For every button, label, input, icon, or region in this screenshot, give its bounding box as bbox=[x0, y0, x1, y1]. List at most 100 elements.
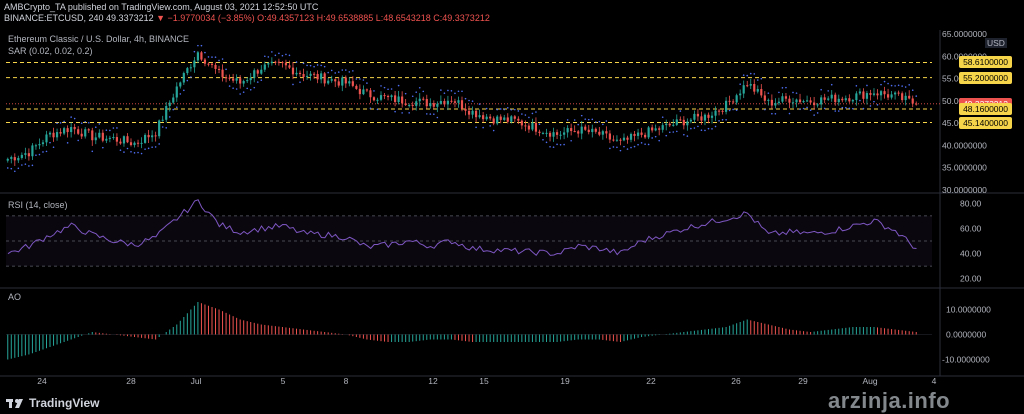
candle-body bbox=[101, 132, 104, 141]
candle-body bbox=[256, 70, 259, 74]
sar-dot bbox=[873, 100, 875, 103]
candle-body bbox=[295, 72, 298, 75]
candle-body bbox=[344, 77, 347, 84]
candle-body bbox=[397, 96, 400, 103]
sar-dot bbox=[161, 126, 164, 128]
candle-body bbox=[224, 77, 228, 79]
candle-body bbox=[189, 67, 192, 69]
candle-body bbox=[401, 96, 404, 104]
candle-body bbox=[725, 100, 728, 112]
sar-dot bbox=[362, 79, 365, 81]
x-tick-label: 15 bbox=[479, 376, 489, 386]
candle-body bbox=[31, 145, 34, 157]
sar-dot bbox=[795, 92, 798, 94]
sar-dot bbox=[704, 129, 706, 132]
sar-dot bbox=[742, 74, 745, 76]
candle-body bbox=[781, 96, 784, 102]
candle-body bbox=[862, 91, 865, 99]
candle-body bbox=[48, 132, 52, 135]
sar-dot bbox=[218, 59, 220, 62]
sar-dot bbox=[471, 100, 474, 102]
sar-dot bbox=[369, 107, 372, 110]
sar-dot bbox=[271, 51, 273, 53]
candle-body bbox=[784, 96, 788, 99]
sar-dot bbox=[915, 95, 918, 97]
candle-body bbox=[267, 63, 270, 65]
candle-body bbox=[545, 132, 548, 134]
candle-body bbox=[467, 110, 471, 115]
sar-dot bbox=[725, 118, 727, 121]
x-tick-label: 24 bbox=[37, 376, 47, 386]
sar-dot bbox=[397, 84, 400, 87]
sar-dot bbox=[841, 106, 844, 109]
candle-body bbox=[658, 128, 661, 130]
sar-dot bbox=[577, 123, 580, 126]
candle-body bbox=[538, 131, 541, 133]
candle-body bbox=[591, 128, 594, 133]
candle-body bbox=[636, 132, 640, 136]
candle-body bbox=[563, 132, 566, 135]
ao-pane bbox=[6, 302, 932, 360]
candle-body bbox=[196, 52, 199, 61]
sar-dot bbox=[464, 97, 467, 100]
sar-dot bbox=[675, 130, 678, 133]
sar-dot bbox=[337, 71, 340, 73]
candle-body bbox=[253, 70, 256, 78]
candle-body bbox=[80, 133, 83, 137]
sar-dot bbox=[767, 92, 770, 94]
sar-dot bbox=[837, 110, 840, 112]
sar-dot bbox=[749, 72, 752, 75]
candle-body bbox=[91, 130, 94, 141]
sar-dot bbox=[344, 69, 347, 71]
candle-body bbox=[566, 128, 569, 133]
price-change: ▼ −1.9770034 (−3.85%) bbox=[156, 13, 255, 23]
sar-dot bbox=[894, 85, 896, 87]
tradingview-logo[interactable]: TradingView bbox=[6, 396, 99, 410]
sar-dot bbox=[299, 81, 301, 83]
sar-dot bbox=[66, 142, 69, 144]
candle-body bbox=[647, 127, 650, 138]
candle-body bbox=[573, 131, 576, 133]
sar-dot bbox=[235, 88, 238, 90]
sar-dot bbox=[172, 108, 175, 111]
sar-dot bbox=[73, 117, 76, 120]
candle-body bbox=[478, 115, 481, 118]
sar-dot bbox=[373, 90, 375, 92]
candle-body bbox=[436, 103, 439, 107]
candle-body bbox=[217, 68, 221, 70]
candle-body bbox=[633, 133, 636, 136]
candle-body bbox=[372, 97, 376, 101]
candle-body bbox=[506, 117, 509, 122]
candle-body bbox=[809, 100, 812, 103]
candle-body bbox=[570, 128, 573, 132]
sar-dot bbox=[499, 108, 502, 110]
candle-body bbox=[520, 120, 523, 126]
sar-dot bbox=[816, 112, 819, 114]
sar-dot bbox=[239, 93, 241, 95]
sar-dot bbox=[190, 76, 192, 78]
candle-body bbox=[41, 142, 45, 145]
sar-dot bbox=[852, 107, 854, 110]
sar-dot bbox=[207, 56, 210, 58]
sar-dot bbox=[595, 121, 597, 123]
sar-dot bbox=[63, 120, 65, 123]
sar-dot bbox=[514, 108, 516, 111]
sar-dot bbox=[211, 56, 213, 58]
candle-body bbox=[904, 95, 907, 101]
sar-dot bbox=[418, 86, 421, 89]
candle-body bbox=[865, 93, 869, 99]
candle-body bbox=[890, 94, 893, 98]
sar-dot bbox=[587, 118, 590, 121]
candle-body bbox=[626, 137, 629, 140]
sar-dot bbox=[721, 118, 724, 121]
candle-body bbox=[689, 119, 692, 122]
candle-body bbox=[629, 133, 633, 140]
sar-dot bbox=[147, 147, 150, 150]
candle-body bbox=[330, 79, 333, 81]
candle-body bbox=[249, 77, 252, 81]
candle-body bbox=[802, 101, 805, 103]
price-tag: 58.6100000 bbox=[959, 56, 1012, 69]
candle-body bbox=[813, 102, 816, 106]
sar-dot bbox=[140, 152, 143, 155]
